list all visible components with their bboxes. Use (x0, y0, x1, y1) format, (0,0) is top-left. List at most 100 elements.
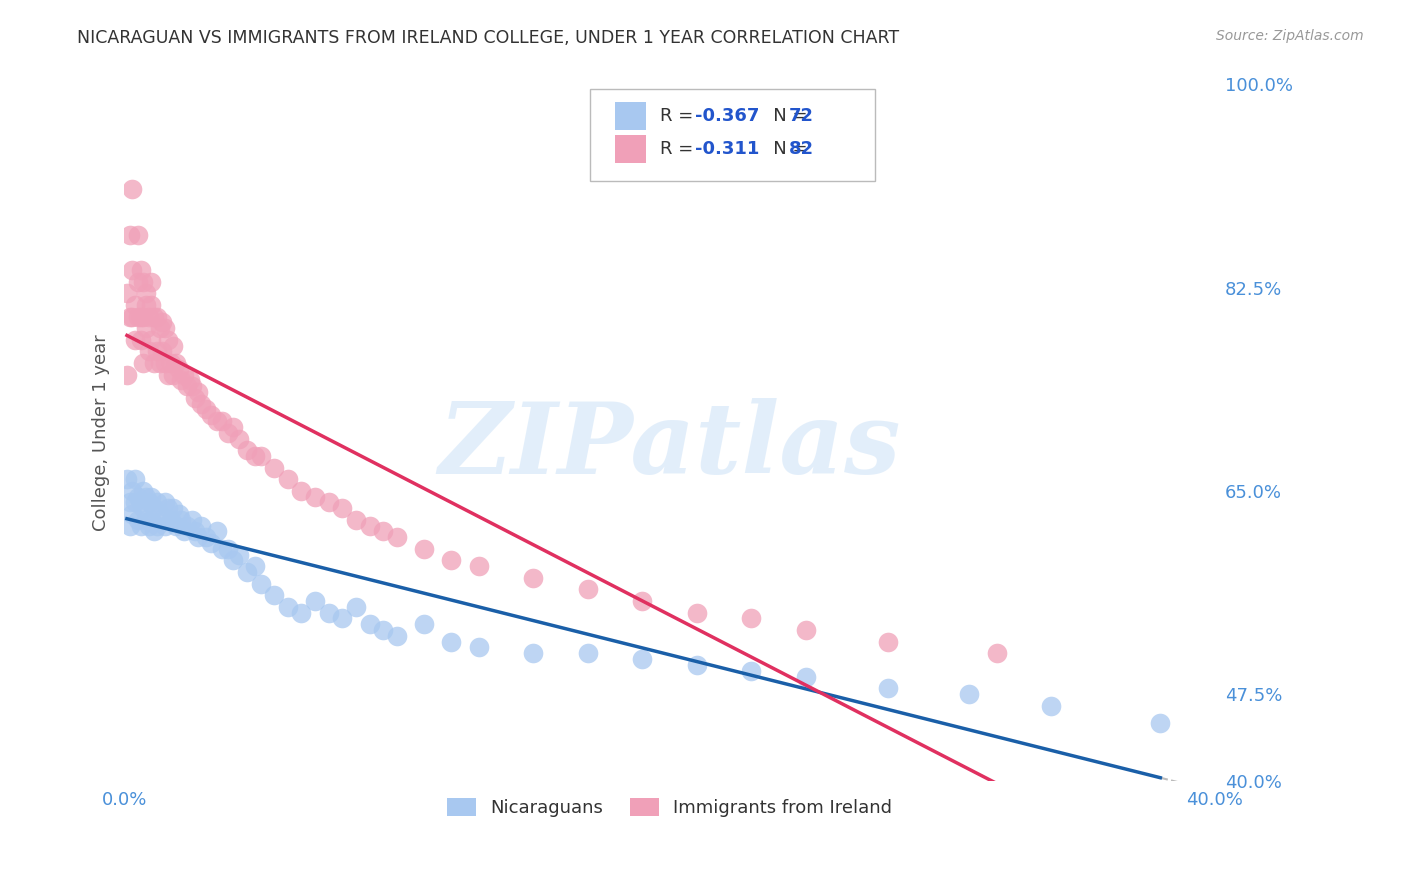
Point (121, 182, 143, 196)
Point (162, 368, 184, 382)
Point (794, 623, 817, 637)
Point (236, 565, 259, 579)
Point (876, 681, 898, 695)
Point (211, 414, 233, 428)
Point (173, 368, 195, 382)
Point (631, 594, 654, 608)
Point (149, 321, 172, 335)
Point (129, 310, 152, 324)
Point (205, 414, 228, 428)
Point (195, 402, 218, 417)
Point (153, 356, 176, 370)
Point (132, 310, 155, 324)
Point (159, 513, 181, 527)
Point (162, 338, 184, 352)
Text: -0.311: -0.311 (695, 140, 759, 158)
Point (121, 483, 143, 498)
Point (176, 518, 198, 533)
Point (1040, 698, 1063, 713)
Point (190, 518, 212, 533)
Point (118, 495, 141, 509)
Point (467, 640, 489, 655)
Text: R =: R = (659, 107, 699, 125)
Point (740, 664, 762, 678)
Point (876, 634, 898, 648)
Point (243, 559, 266, 574)
Point (118, 310, 141, 324)
Point (143, 524, 166, 539)
Point (986, 646, 1008, 660)
Point (385, 530, 408, 544)
Text: N =: N = (755, 107, 813, 125)
Point (200, 536, 222, 550)
Point (170, 513, 193, 527)
Point (740, 611, 762, 625)
Point (344, 599, 367, 614)
Point (146, 344, 169, 359)
Point (156, 501, 179, 516)
Text: Source: ZipAtlas.com: Source: ZipAtlas.com (1216, 29, 1364, 43)
Point (413, 541, 436, 556)
Point (181, 379, 204, 393)
Point (153, 518, 176, 533)
Point (124, 298, 146, 312)
Point (173, 524, 195, 539)
FancyBboxPatch shape (614, 102, 645, 129)
Point (153, 321, 176, 335)
Point (190, 397, 212, 411)
Point (440, 634, 463, 648)
Point (165, 356, 187, 370)
Point (141, 275, 163, 289)
Point (413, 617, 436, 632)
Point (129, 263, 152, 277)
Text: R =: R = (659, 140, 699, 158)
Point (135, 490, 157, 504)
Point (121, 310, 143, 324)
Legend: Nicaraguans, Immigrants from Ireland: Nicaraguans, Immigrants from Ireland (440, 790, 900, 824)
Point (467, 559, 489, 574)
Point (132, 483, 155, 498)
Text: ZIPatlas: ZIPatlas (439, 399, 901, 495)
Point (181, 513, 204, 527)
FancyBboxPatch shape (614, 136, 645, 163)
Point (138, 344, 160, 359)
Point (179, 374, 201, 388)
Point (132, 275, 155, 289)
Point (686, 657, 709, 672)
Point (127, 490, 149, 504)
Point (290, 606, 312, 620)
Point (330, 611, 353, 625)
Point (263, 460, 285, 475)
Point (135, 321, 157, 335)
Point (794, 669, 817, 683)
Point (138, 518, 160, 533)
Point (228, 548, 250, 562)
Point (373, 524, 395, 539)
Text: 82: 82 (789, 140, 814, 158)
Point (115, 286, 138, 301)
Point (228, 432, 250, 446)
Point (129, 518, 152, 533)
Point (141, 490, 163, 504)
Point (167, 507, 190, 521)
Point (141, 513, 163, 527)
Point (222, 420, 245, 434)
Text: NICARAGUAN VS IMMIGRANTS FROM IRELAND COLLEGE, UNDER 1 YEAR CORRELATION CHART: NICARAGUAN VS IMMIGRANTS FROM IRELAND CO… (77, 29, 900, 46)
Point (124, 495, 146, 509)
Point (141, 298, 163, 312)
Point (522, 571, 544, 585)
Point (129, 495, 152, 509)
Point (440, 553, 463, 567)
Point (330, 501, 353, 516)
Point (385, 629, 408, 643)
Point (121, 263, 143, 277)
Point (217, 541, 239, 556)
Point (143, 501, 166, 516)
Point (146, 310, 169, 324)
Y-axis label: College, Under 1 year: College, Under 1 year (93, 334, 110, 531)
Point (146, 518, 169, 533)
Point (132, 356, 155, 370)
Point (304, 490, 326, 504)
Point (121, 507, 143, 521)
Point (200, 409, 222, 423)
